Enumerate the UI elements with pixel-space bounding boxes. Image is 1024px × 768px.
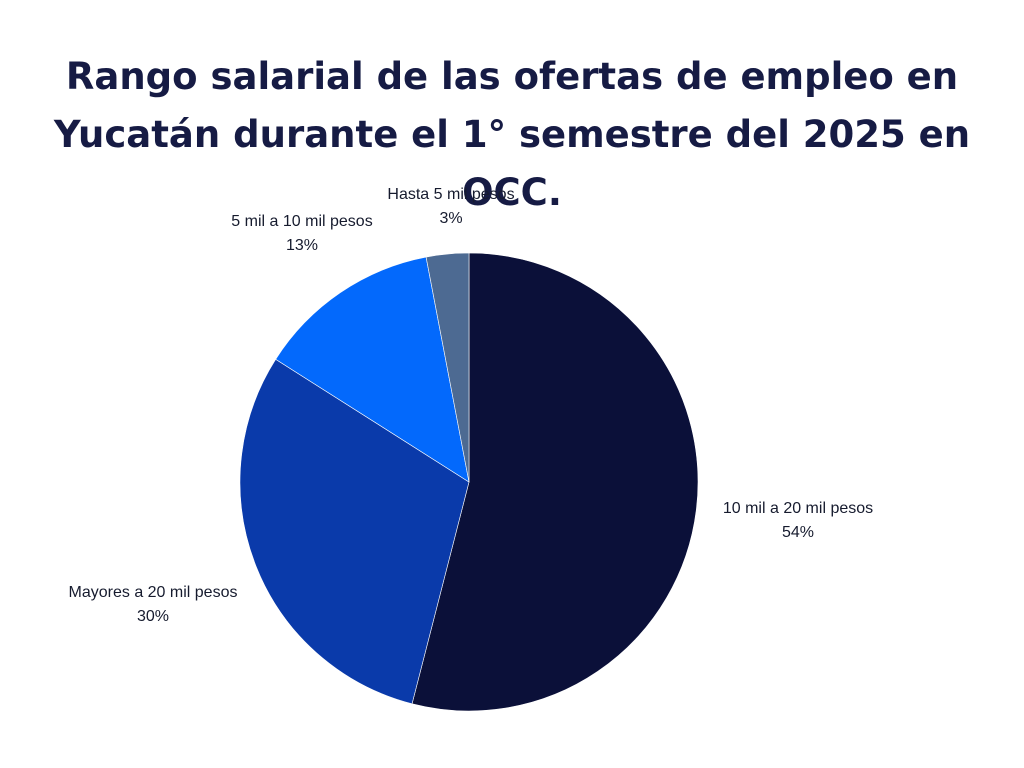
slice-category-label: 5 mil a 10 mil pesos [231, 213, 372, 230]
slice-percent-label: 13% [286, 237, 318, 254]
chart-title-line-1: Rango salarial de las ofertas de empleo … [65, 55, 959, 98]
slice-percent-label: 54% [782, 524, 814, 541]
pie-slice-2 [275, 256, 470, 483]
slice-category-label: Hasta 5 mil pesos [387, 186, 514, 203]
pie-slice-1 [239, 358, 470, 705]
pie-slice-3 [425, 252, 470, 483]
chart-title: Rango salarial de las ofertas de empleo … [0, 48, 1024, 222]
pie-slice-0 [411, 252, 699, 712]
slice-percent-label: 3% [439, 210, 462, 227]
chart-title-line-2: Yucatán durante el 1° semestre del 2025 … [53, 113, 971, 214]
slice-percent-label: 30% [137, 608, 169, 625]
slice-category-label: 10 mil a 20 mil pesos [723, 500, 873, 517]
slice-category-label: Mayores a 20 mil pesos [69, 584, 238, 601]
